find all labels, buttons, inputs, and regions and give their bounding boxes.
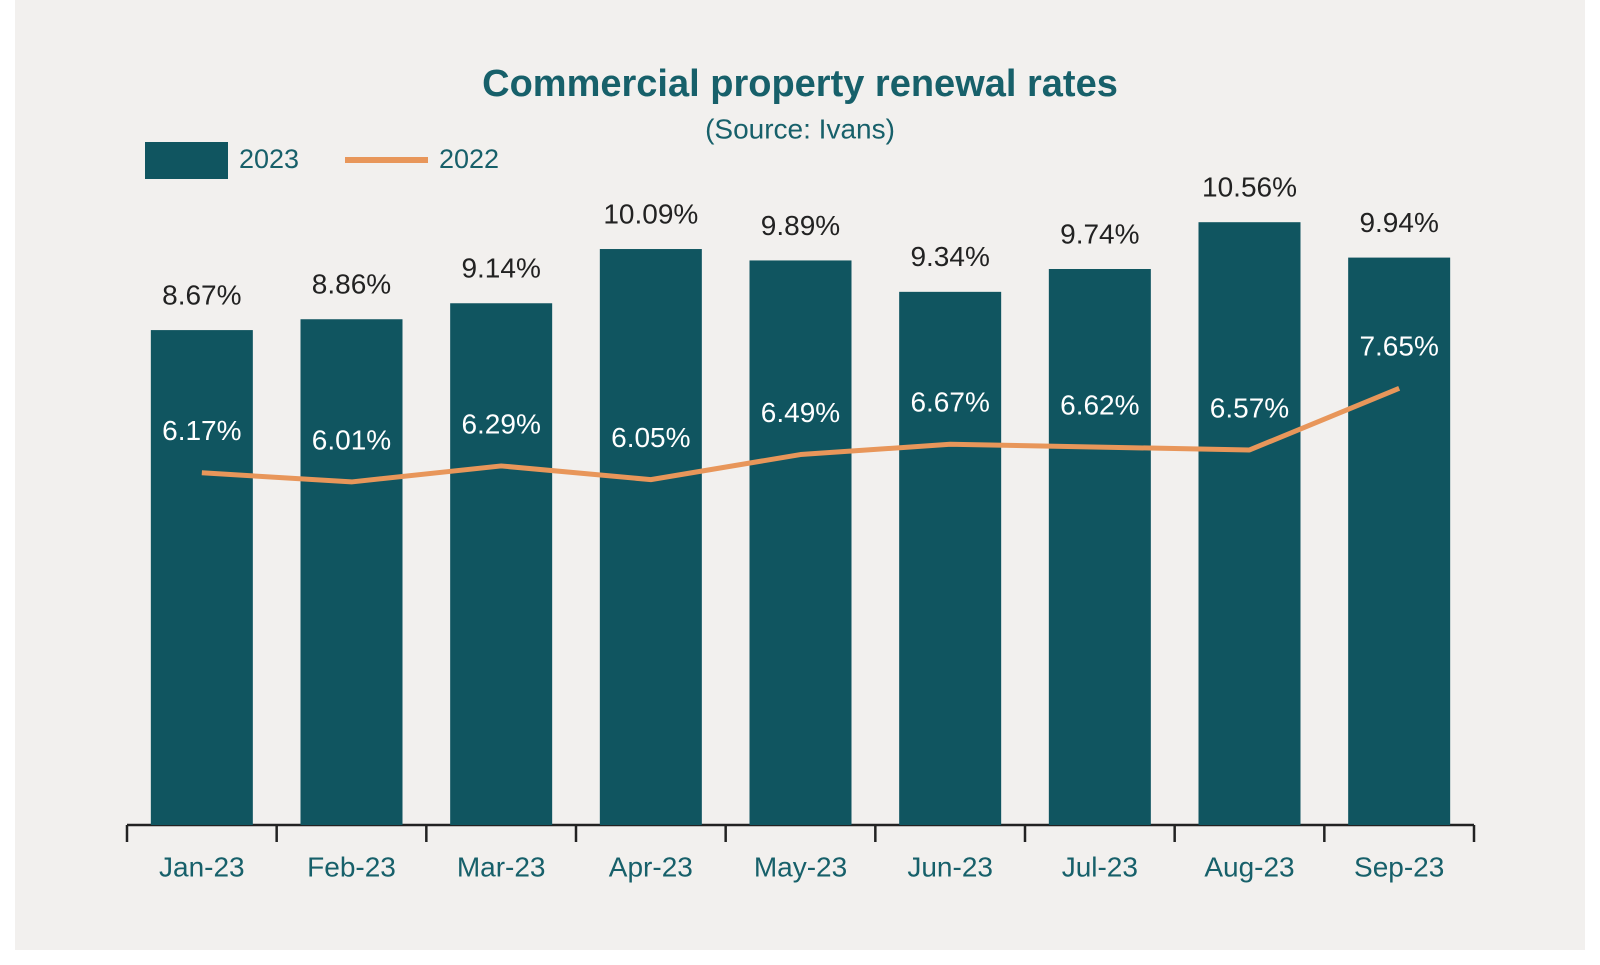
line bbox=[201, 386, 1401, 485]
bar bbox=[1198, 222, 1301, 825]
legend-label: 2022 bbox=[439, 144, 499, 174]
chart-title: Commercial property renewal rates bbox=[482, 63, 1118, 105]
bar bbox=[899, 291, 1002, 825]
line-value-label: 6.17% bbox=[162, 415, 241, 446]
bar-value-label: 9.34% bbox=[910, 241, 989, 272]
x-tick-label: Jun-23 bbox=[907, 851, 993, 882]
x-tick-label: Aug-23 bbox=[1204, 851, 1294, 882]
bar-value-label: 9.14% bbox=[461, 253, 540, 284]
bar bbox=[300, 319, 403, 825]
x-tick-label: Jul-23 bbox=[1062, 851, 1138, 882]
line-value-label: 6.29% bbox=[461, 408, 540, 439]
legend-label: 2023 bbox=[239, 144, 299, 174]
line-value-label: 6.67% bbox=[910, 387, 989, 418]
bar bbox=[599, 249, 702, 825]
x-tick-label: Apr-23 bbox=[609, 851, 693, 882]
bar-value-label: 9.89% bbox=[761, 210, 840, 241]
x-tick-label: Feb-23 bbox=[307, 851, 396, 882]
line-value-label: 6.62% bbox=[1060, 389, 1139, 420]
bar-value-label: 9.74% bbox=[1060, 218, 1139, 249]
line-value-label: 6.01% bbox=[312, 424, 391, 455]
bar-value-label: 10.09% bbox=[603, 198, 698, 229]
x-tick-label: Sep-23 bbox=[1354, 851, 1444, 882]
line-value-label: 6.05% bbox=[611, 422, 690, 453]
line-value-label: 6.49% bbox=[761, 397, 840, 428]
bar bbox=[749, 260, 852, 826]
x-tick-label: May-23 bbox=[754, 851, 847, 882]
bar-value-label: 10.56% bbox=[1202, 172, 1297, 203]
bar-value-label: 8.67% bbox=[162, 279, 241, 310]
bar bbox=[450, 303, 553, 826]
bar-value-label: 8.86% bbox=[312, 269, 391, 300]
bar bbox=[150, 330, 253, 825]
bar bbox=[1048, 269, 1151, 826]
bar bbox=[1348, 257, 1451, 825]
x-tick-label: Jan-23 bbox=[159, 851, 245, 882]
bar-value-label: 9.94% bbox=[1359, 207, 1438, 238]
line-value-label: 7.65% bbox=[1359, 331, 1438, 362]
legend-swatch bbox=[145, 142, 228, 179]
line-value-label: 6.57% bbox=[1210, 392, 1289, 423]
chart-subtitle: (Source: Ivans) bbox=[705, 113, 895, 144]
x-tick-label: Mar-23 bbox=[457, 851, 546, 882]
